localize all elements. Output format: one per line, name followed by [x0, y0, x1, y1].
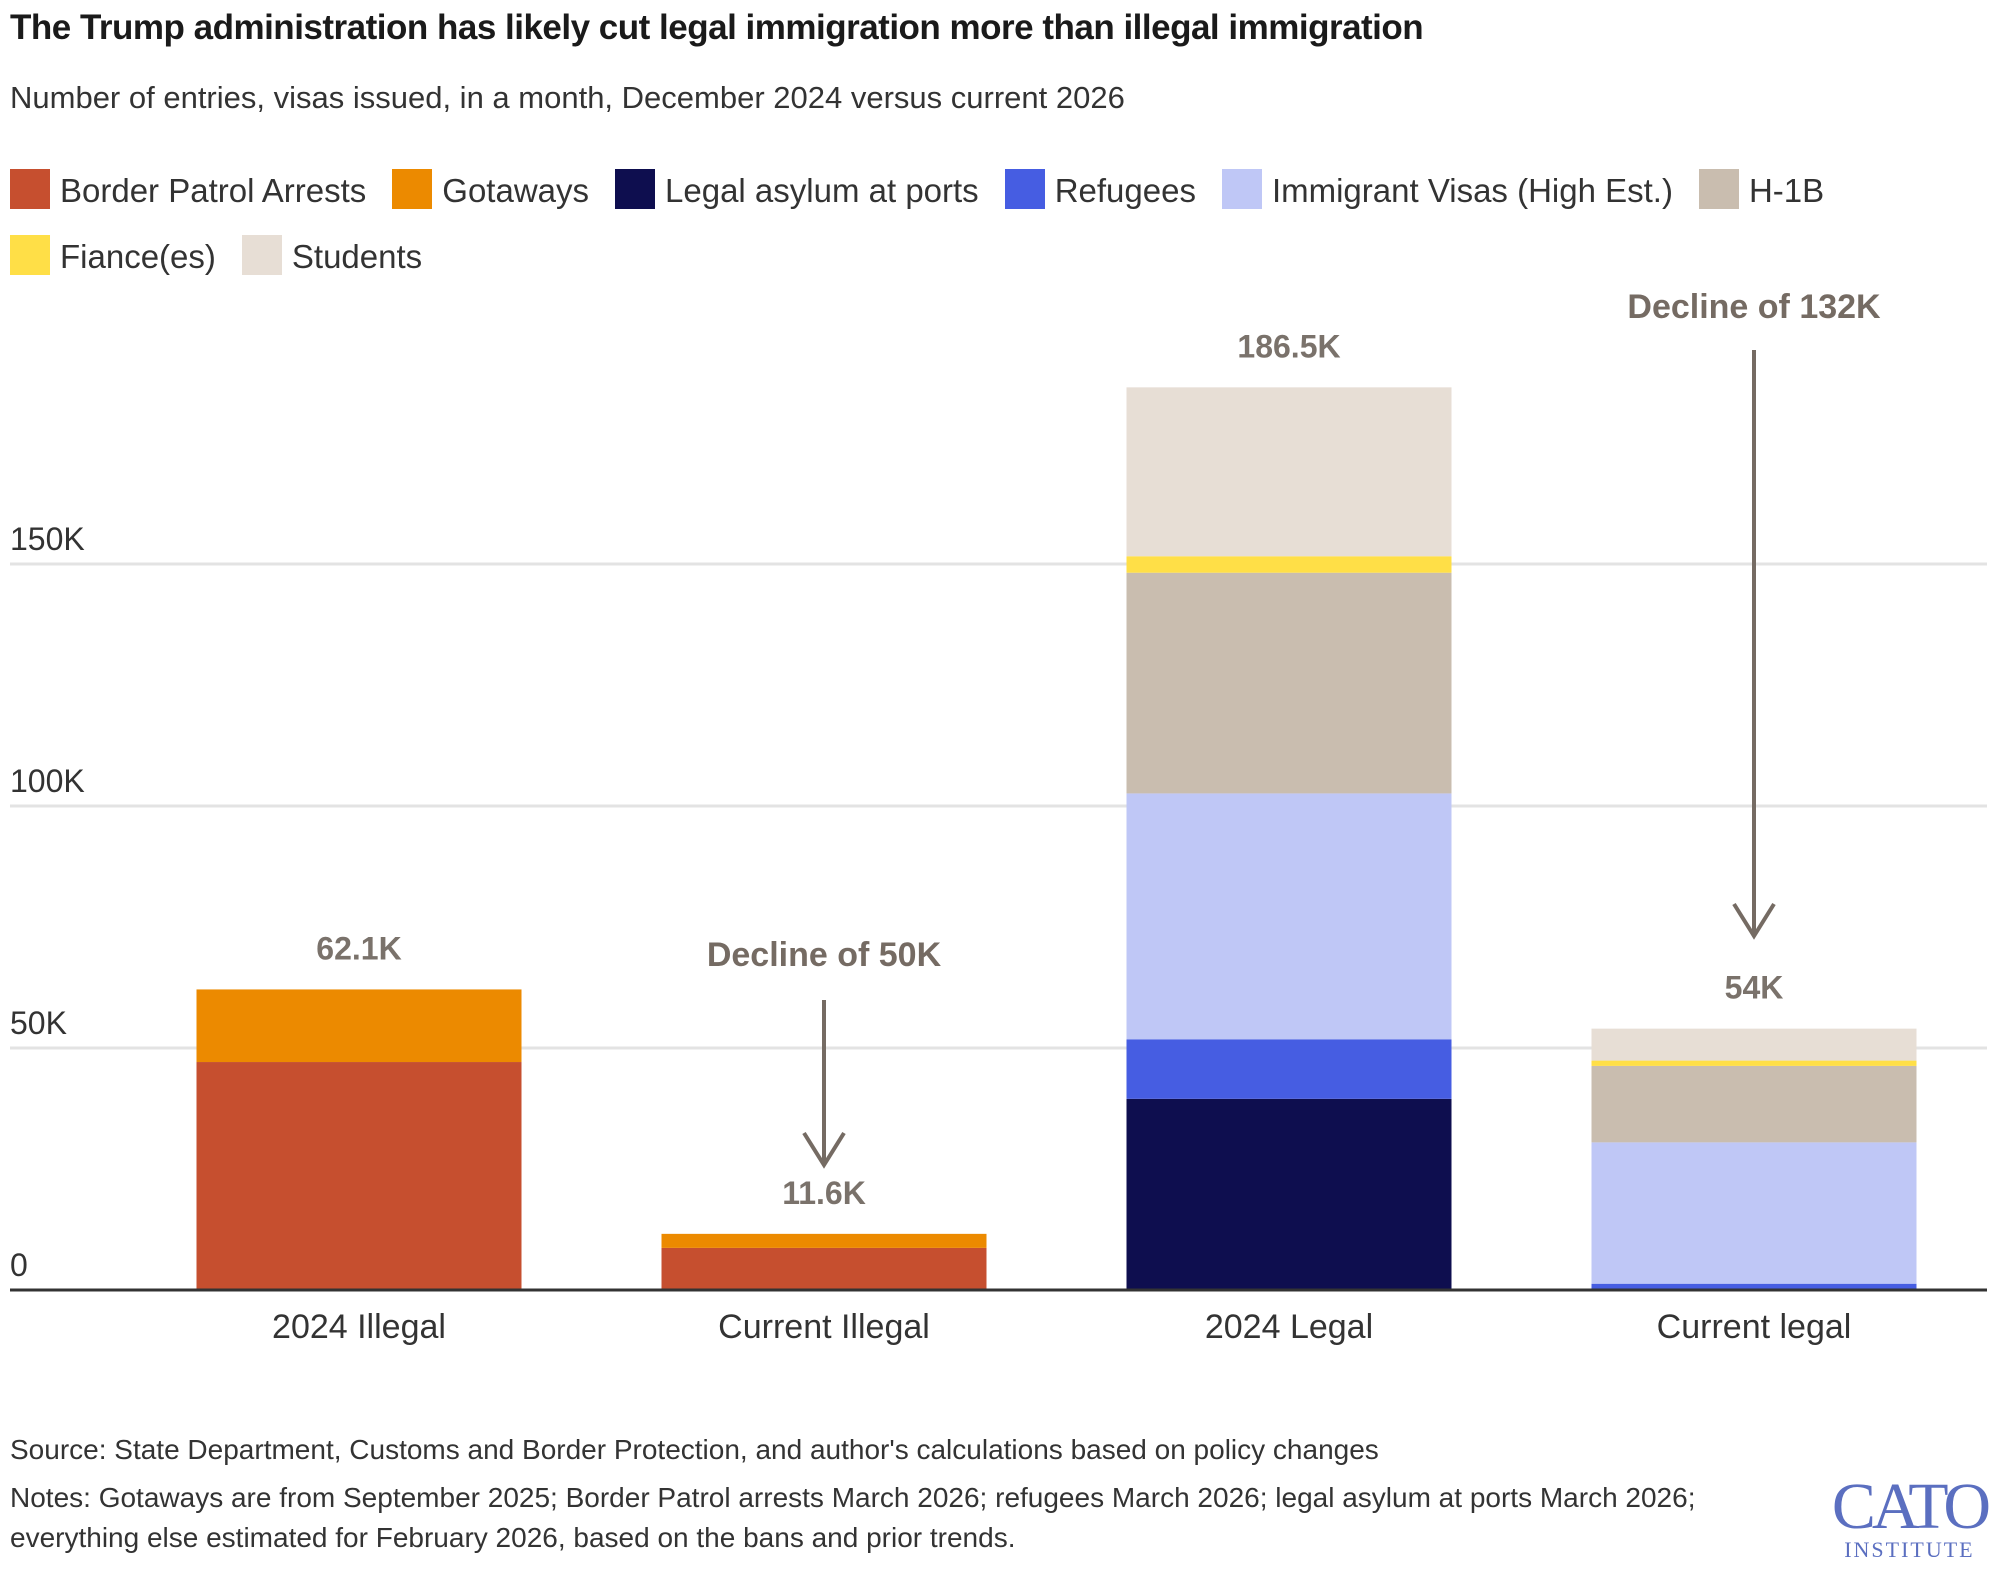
legend-label: Students [291, 238, 423, 275]
legend-item: Legal asylum at ports [615, 158, 979, 224]
bar-segment [1591, 1028, 1917, 1061]
bar-segment [1126, 1039, 1452, 1099]
legend-label: Fiance(es) [60, 238, 216, 275]
legend-label: H-1B [1748, 172, 1825, 209]
chart-subtitle: Number of entries, visas issued, in a mo… [10, 80, 1125, 115]
legend-item: Fiance(es) [10, 224, 216, 290]
source-note: Source: State Department, Customs and Bo… [10, 1434, 1379, 1465]
bar-segment [661, 1233, 987, 1248]
bar-segment [1591, 1142, 1917, 1284]
legend-swatch [615, 169, 656, 209]
bar-segment [1126, 387, 1452, 557]
bar-segment [196, 1062, 522, 1290]
chart-title: The Trump administration has likely cut … [10, 8, 1424, 47]
y-tick-label: 150K [10, 521, 85, 557]
legend-swatch [1698, 169, 1739, 209]
bar-segment [1126, 793, 1452, 1040]
legend-label: Gotaways [442, 172, 590, 209]
legend-item: Gotaways [392, 158, 589, 224]
total-label: 11.6K [782, 1175, 866, 1211]
legend-item: Students [241, 224, 423, 290]
legend-swatch [241, 235, 282, 275]
bar-segment [661, 1247, 987, 1290]
total-label: 54K [1725, 970, 1784, 1006]
legend-item: Border Patrol Arrests [10, 158, 366, 224]
legend-item: Immigrant Visas (High Est.) [1221, 158, 1673, 224]
bar-segment [1126, 556, 1452, 573]
legend-label: Refugees [1054, 172, 1196, 209]
y-tick-label: 50K [10, 1005, 67, 1041]
legend-item: H-1B [1698, 158, 1825, 224]
arrow-head-icon [1732, 902, 1776, 940]
arrow-head-icon [802, 1131, 846, 1169]
y-tick-label: 0 [10, 1247, 28, 1283]
bar-segment [1591, 1060, 1917, 1066]
legend-swatch [392, 169, 433, 209]
cato-logo: CATO INSTITUTE [1831, 1470, 1991, 1563]
bar-segment [1126, 572, 1452, 794]
total-label: 186.5K [1237, 328, 1340, 364]
legend-swatch [10, 169, 50, 209]
bar-segment [1126, 1098, 1452, 1290]
x-tick-label: 2024 Illegal [272, 1308, 446, 1346]
total-label: 62.1K [316, 930, 401, 966]
legend-swatch [10, 235, 50, 275]
y-tick-label: 100K [10, 763, 85, 799]
notes: Notes: Gotaways are from September 2025;… [10, 1482, 1696, 1553]
bar-segment [1591, 1283, 1917, 1290]
legend-label: Immigrant Visas (High Est.) [1271, 172, 1673, 209]
x-tick-label: Current legal [1657, 1308, 1852, 1346]
legend-label: Legal asylum at ports [665, 172, 979, 209]
annotation-label: Decline of 132K [1627, 288, 1881, 326]
legend: Border Patrol Arrests Gotaways Legal asylu… [10, 158, 1970, 290]
legend-item: Refugees [1004, 158, 1196, 224]
legend-label: Border Patrol Arrests [60, 172, 367, 209]
bar-segment [1591, 1065, 1917, 1143]
bar-segment [196, 989, 522, 1063]
x-tick-label: Current Illegal [718, 1308, 930, 1346]
annotation-label: Decline of 50K [707, 936, 942, 974]
legend-swatch [1004, 169, 1045, 209]
x-tick-label: 2024 Legal [1205, 1308, 1373, 1346]
legend-swatch [1221, 169, 1262, 209]
